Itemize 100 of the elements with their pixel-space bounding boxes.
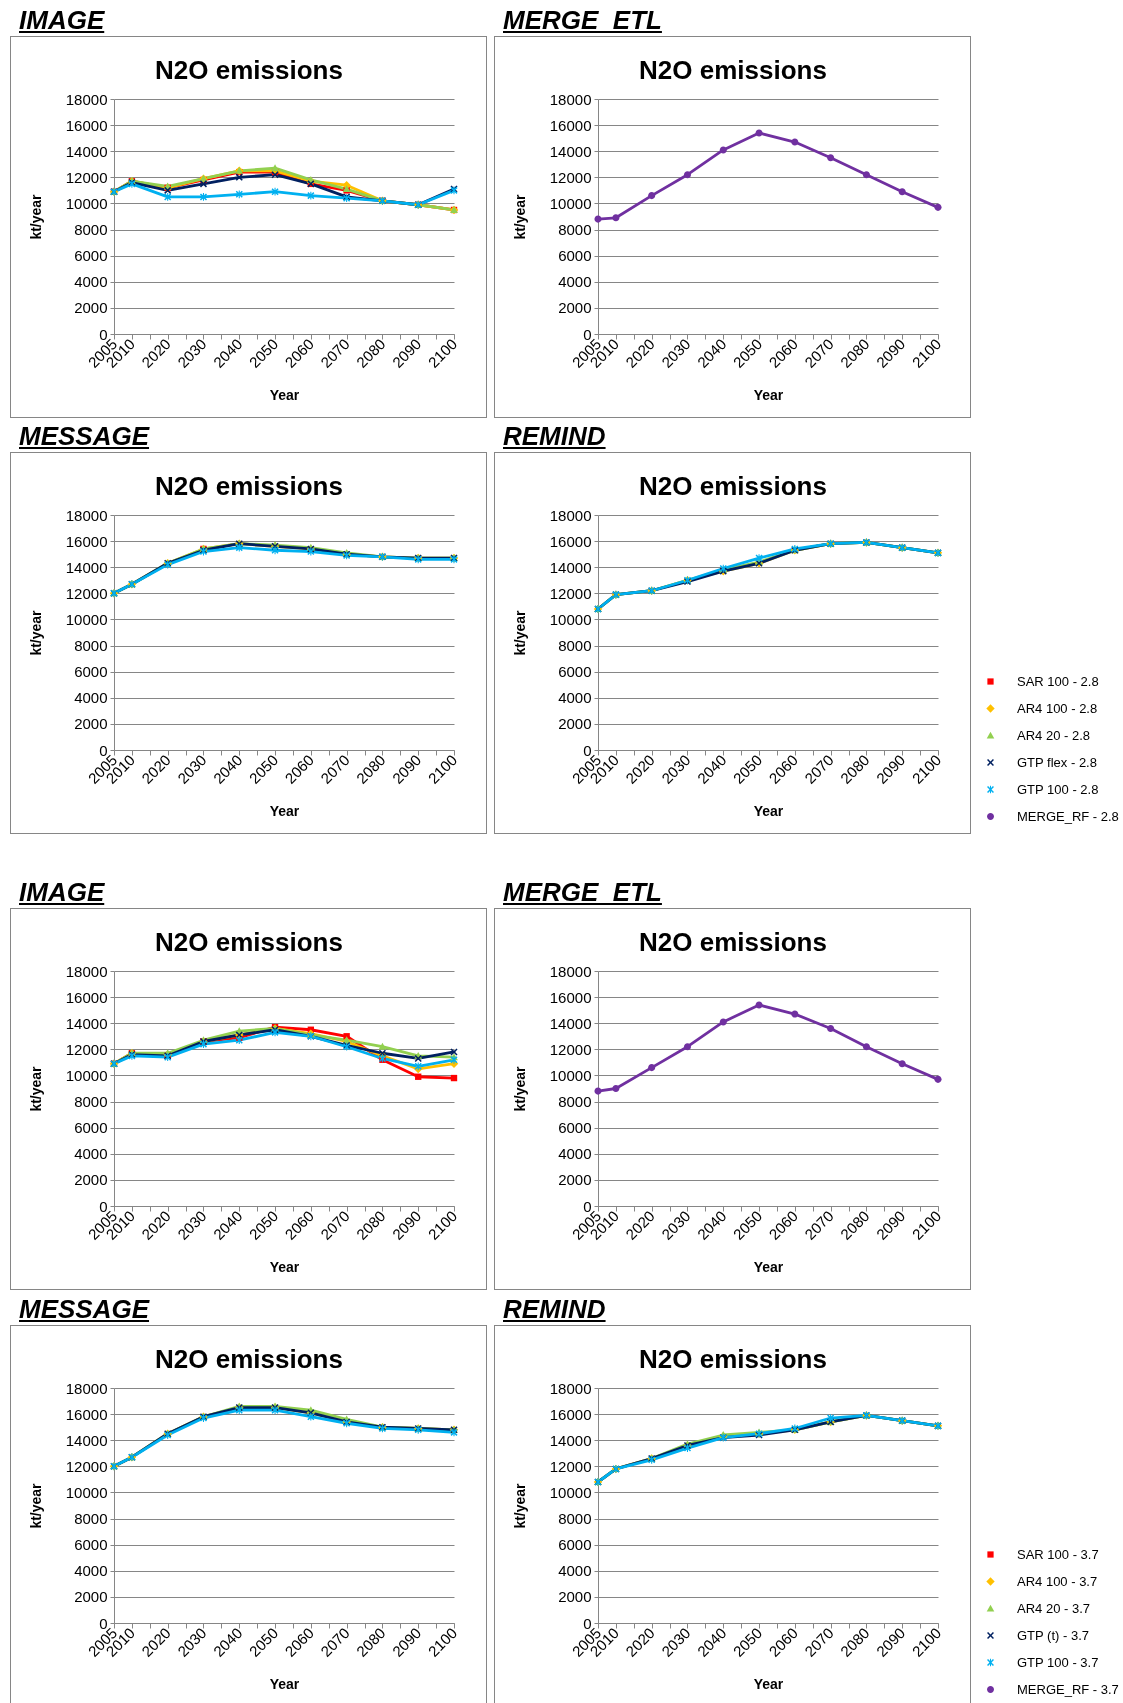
y-tick-label: 16000 <box>549 116 592 134</box>
legend-label: SAR 100 - 3.7 <box>1017 1546 1099 1562</box>
y-tick-label: 8000 <box>558 1093 592 1111</box>
chart-title: N2O emissions <box>155 1344 343 1374</box>
legend-label: SAR 100 - 2.8 <box>1017 673 1099 689</box>
y-tick-label: 18000 <box>549 90 592 108</box>
y-tick-label: 12000 <box>65 1457 108 1475</box>
y-tick-label: 16000 <box>65 1405 108 1423</box>
y-tick-label: 4000 <box>74 689 108 707</box>
y-tick-label: 12000 <box>549 1040 592 1058</box>
text: MERGE_ETL <box>503 877 662 907</box>
y-tick-label: 12000 <box>549 168 592 186</box>
y-tick-label: 14000 <box>549 558 592 576</box>
y-tick-label: 10000 <box>65 1483 108 1501</box>
y-tick-label: 12000 <box>65 584 108 602</box>
y-tick-label: 6000 <box>558 1119 592 1137</box>
chart-title: N2O emissions <box>155 471 343 501</box>
text: REMIND <box>503 1294 606 1324</box>
y-tick-label: 18000 <box>65 1379 108 1397</box>
legend-label: GTP 100 - 3.7 <box>1017 1654 1099 1670</box>
legend-label: MERGE_RF - 3.7 <box>1017 1681 1119 1697</box>
y-axis-title: kt/year <box>27 1482 44 1529</box>
y-tick-label: 12000 <box>65 168 108 186</box>
chart-title: N2O emissions <box>155 55 343 85</box>
legend-label: AR4 20 - 2.8 <box>1017 727 1090 743</box>
y-axis-title: kt/year <box>511 1065 528 1112</box>
legend-label: GTP (t) - 3.7 <box>1017 1627 1089 1643</box>
x-axis-title: Year <box>269 1675 300 1692</box>
y-tick-label: 14000 <box>549 1014 592 1032</box>
y-tick-label: 2000 <box>74 1588 108 1606</box>
y-tick-label: 4000 <box>558 689 592 707</box>
y-tick-label: 18000 <box>549 1379 592 1397</box>
y-tick-label: 10000 <box>549 194 592 212</box>
y-axis-title: kt/year <box>511 609 528 656</box>
y-tick-label: 4000 <box>74 1145 108 1163</box>
x-axis-title: Year <box>269 802 300 819</box>
y-tick-label: 16000 <box>549 988 592 1006</box>
legend-label: MERGE_RF - 2.8 <box>1017 808 1119 824</box>
y-tick-label: 4000 <box>558 1145 592 1163</box>
y-tick-label: 14000 <box>549 142 592 160</box>
y-axis-title: kt/year <box>27 609 44 656</box>
y-tick-label: 10000 <box>549 1066 592 1084</box>
y-tick-label: 6000 <box>74 247 108 265</box>
text: MERGE_ETL <box>503 5 662 35</box>
y-tick-label: 8000 <box>558 1510 592 1528</box>
chart-title: N2O emissions <box>639 1344 827 1374</box>
y-tick-label: 4000 <box>558 1562 592 1580</box>
y-tick-label: 8000 <box>74 221 108 239</box>
y-tick-label: 16000 <box>549 532 592 550</box>
x-axis-title: Year <box>753 1675 784 1692</box>
y-tick-label: 12000 <box>549 1457 592 1475</box>
x-axis-title: Year <box>269 386 300 403</box>
x-axis-title: Year <box>753 802 784 819</box>
y-tick-label: 18000 <box>65 90 108 108</box>
y-tick-label: 2000 <box>74 299 108 317</box>
y-tick-label: 2000 <box>558 1171 592 1189</box>
y-tick-label: 8000 <box>558 637 592 655</box>
y-tick-label: 16000 <box>65 116 108 134</box>
y-tick-label: 4000 <box>558 273 592 291</box>
y-tick-label: 6000 <box>74 1536 108 1554</box>
legend-label: AR4 20 - 3.7 <box>1017 1600 1090 1616</box>
y-tick-label: 6000 <box>558 247 592 265</box>
y-tick-label: 2000 <box>558 715 592 733</box>
y-tick-label: 14000 <box>549 1431 592 1449</box>
chart-title: N2O emissions <box>155 927 343 957</box>
legend-label: GTP 100 - 2.8 <box>1017 781 1099 797</box>
y-tick-label: 18000 <box>549 962 592 980</box>
legend-label: AR4 100 - 2.8 <box>1017 700 1098 716</box>
y-tick-label: 18000 <box>65 506 108 524</box>
y-tick-label: 10000 <box>549 1483 592 1501</box>
y-tick-label: 2000 <box>74 715 108 733</box>
y-tick-label: 14000 <box>65 142 108 160</box>
chart-title: N2O emissions <box>639 927 827 957</box>
text: IMAGE <box>19 877 105 907</box>
y-tick-label: 6000 <box>74 1119 108 1137</box>
y-tick-label: 18000 <box>549 506 592 524</box>
x-axis-title: Year <box>753 386 784 403</box>
x-axis-title: Year <box>269 1258 300 1275</box>
y-tick-label: 10000 <box>65 194 108 212</box>
y-tick-label: 10000 <box>65 1066 108 1084</box>
y-tick-label: 4000 <box>74 1562 108 1580</box>
y-tick-label: 4000 <box>74 273 108 291</box>
y-tick-label: 12000 <box>549 584 592 602</box>
y-tick-label: 14000 <box>65 1431 108 1449</box>
y-tick-label: 6000 <box>74 663 108 681</box>
y-tick-label: 8000 <box>74 1093 108 1111</box>
y-tick-label: 8000 <box>74 1510 108 1528</box>
y-tick-label: 2000 <box>74 1171 108 1189</box>
y-tick-label: 8000 <box>74 637 108 655</box>
y-tick-label: 12000 <box>65 1040 108 1058</box>
chart-title: N2O emissions <box>639 55 827 85</box>
y-tick-label: 14000 <box>65 1014 108 1032</box>
y-tick-label: 14000 <box>65 558 108 576</box>
y-axis-title: kt/year <box>27 193 44 240</box>
legend-label: AR4 100 - 3.7 <box>1017 1573 1098 1589</box>
text: REMIND <box>503 421 606 451</box>
y-tick-label: 2000 <box>558 299 592 317</box>
y-tick-label: 16000 <box>65 988 108 1006</box>
y-tick-label: 10000 <box>65 610 108 628</box>
y-axis-title: kt/year <box>511 193 528 240</box>
